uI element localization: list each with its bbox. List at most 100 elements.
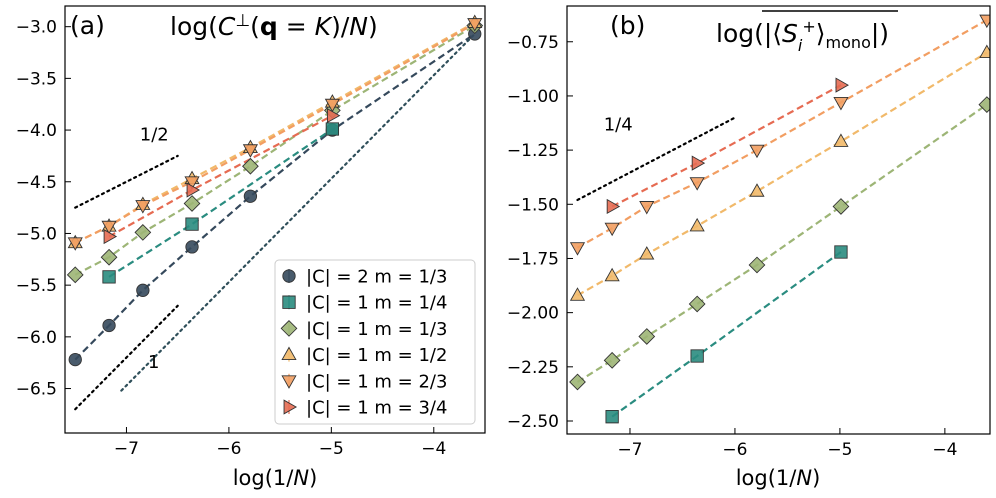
data-point <box>835 77 849 93</box>
series-line <box>576 51 988 297</box>
data-point <box>691 155 706 171</box>
data-point <box>569 242 586 256</box>
data-point <box>979 14 990 29</box>
y-tick-label: −2.50 <box>507 412 559 432</box>
data-point <box>324 98 340 113</box>
series-line <box>74 24 476 276</box>
data-point <box>67 237 83 251</box>
x-tick-label: −6 <box>722 440 747 460</box>
data-point <box>102 270 116 284</box>
data-point <box>688 295 706 313</box>
data-point <box>100 248 118 266</box>
y-tick-label: −6.5 <box>16 380 57 400</box>
legend: |C| = 2 m = 1/3 |C| = 1 m = 1/4 |C| = 1 m … <box>274 259 476 425</box>
legend-marker <box>282 269 296 283</box>
data-point <box>604 222 620 237</box>
y-tick-label: −5.5 <box>16 276 57 296</box>
y-tick-label: −5.0 <box>16 224 57 244</box>
data-point <box>569 287 586 301</box>
x-tick-label: −6 <box>216 439 241 459</box>
series-line <box>108 114 333 238</box>
data-point <box>66 266 84 284</box>
panel-a-label: (a) <box>70 11 105 40</box>
panel-b-title: log(|⟨Si+⟩mono|) <box>716 10 898 55</box>
x-tick-label: −7 <box>114 439 139 459</box>
data-point <box>569 373 586 391</box>
panel-a-guide-labels: 1/2 1 <box>140 124 169 372</box>
slope-guide-line <box>576 116 737 202</box>
panel-a-series <box>66 14 484 367</box>
y-tick-label: −1.00 <box>507 87 559 107</box>
series-line <box>611 84 842 208</box>
data-point <box>242 157 259 175</box>
data-point <box>103 228 118 245</box>
series-line <box>576 103 988 383</box>
panel-b-guide-lines <box>576 116 737 202</box>
y-tick-label: −1.75 <box>507 249 559 269</box>
data-point <box>639 246 655 260</box>
legend-label: |C| = 1 m = 1/2 <box>306 345 447 366</box>
data-point <box>185 217 199 231</box>
y-tick-label: −4.0 <box>16 121 57 141</box>
data-point <box>186 182 201 198</box>
y-tick-label: −3.0 <box>16 18 57 38</box>
panel-b-xlabel: log(1/N) <box>736 466 821 490</box>
data-point <box>979 44 990 59</box>
data-point <box>603 351 621 369</box>
data-point <box>185 240 199 254</box>
data-point <box>638 328 656 345</box>
slope-label: 1/2 <box>140 124 169 145</box>
y-tick-label: −6.0 <box>16 328 57 348</box>
svg-text:log(|⟨Si+⟩mono|): log(|⟨Si+⟩mono|) <box>716 17 889 55</box>
data-point <box>101 220 117 235</box>
data-point <box>243 189 258 203</box>
legend-marker <box>281 346 297 361</box>
legend-box <box>274 259 476 425</box>
data-point <box>183 195 201 212</box>
data-point <box>749 144 765 159</box>
y-tick-label: −2.00 <box>507 304 559 324</box>
data-point <box>102 318 116 333</box>
panel-a-title: log(C⊥(q = K)/N) <box>170 11 378 41</box>
legend-label: |C| = 2 m = 1/3 <box>306 267 447 288</box>
data-point <box>749 183 765 197</box>
data-point <box>326 108 341 124</box>
data-point <box>184 176 200 190</box>
legend-label: |C| = 1 m = 1/4 <box>306 293 447 314</box>
data-point <box>242 144 259 158</box>
data-point <box>832 198 850 215</box>
data-point <box>325 122 340 136</box>
y-tick-label: −1.50 <box>507 195 559 215</box>
panel-a-frame <box>64 5 486 434</box>
data-point <box>834 245 848 259</box>
panel-b: −7 −6 −5 −4 −2.50 −2.25 −2.00 −1.75 −1.50 −1.25 −1… <box>507 5 991 490</box>
x-tick-label: −5 <box>319 439 344 459</box>
series-line <box>576 19 988 249</box>
y-tick-label: −2.25 <box>507 358 559 378</box>
slope-label: 1/4 <box>604 115 633 136</box>
legend-items: |C| = 2 m = 1/3 |C| = 1 m = 1/4 |C| = 1 m … <box>280 267 447 419</box>
data-point <box>604 267 620 282</box>
data-point <box>68 352 82 367</box>
data-point <box>134 224 152 241</box>
data-point <box>833 133 849 147</box>
data-point <box>978 96 990 113</box>
slope-guide-line <box>74 154 179 209</box>
panel-a-ticks: −7 −6 −5 −4 −6.5 −6.0 −5.5 −5.0 −4.5 −4.0 −3.5 −3.0 <box>16 18 447 459</box>
panel-b-label: (b) <box>610 11 645 40</box>
series-line <box>74 22 476 244</box>
data-point <box>748 256 766 274</box>
legend-marker <box>280 320 298 337</box>
series-line <box>108 128 333 278</box>
y-tick-label: −4.5 <box>16 173 57 193</box>
x-tick-label: −4 <box>932 440 957 460</box>
legend-label: |C| = 1 m = 3/4 <box>306 398 447 419</box>
legend-label: |C| = 1 m = 1/3 <box>306 319 447 340</box>
y-tick-label: −3.5 <box>16 69 57 89</box>
x-tick-label: −5 <box>827 440 852 460</box>
data-point <box>135 200 151 214</box>
legend-marker <box>281 375 297 389</box>
data-point <box>690 349 704 363</box>
x-tick-label: −7 <box>617 440 642 460</box>
